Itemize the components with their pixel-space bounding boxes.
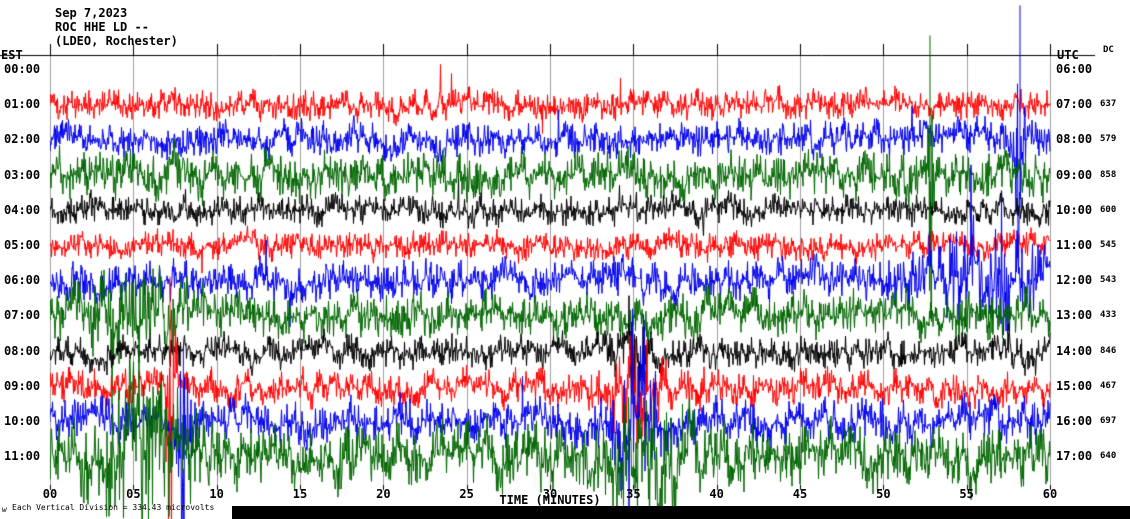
dc-value: 545 [1100, 240, 1117, 250]
est-time-label: 01:00 [4, 97, 41, 112]
utc-time-label: 08:00 [1056, 132, 1093, 147]
est-time-label: 04:00 [4, 202, 41, 217]
header-location: (LDEO, Rochester) [55, 34, 178, 48]
est-time-label: 05:00 [4, 238, 41, 252]
x-tick-label: 05 [126, 487, 141, 501]
est-time-label: 02:00 [4, 132, 41, 147]
x-tick-label: 30 [542, 487, 558, 501]
dc-value: 846 [1100, 345, 1117, 356]
x-tick-label: 10 [209, 487, 224, 501]
utc-time-label: 09:00 [1056, 167, 1093, 182]
est-time-label: 00:00 [4, 62, 41, 76]
x-tick-label: 35 [626, 487, 641, 501]
utc-time-label: 15:00 [1056, 378, 1093, 393]
dc-value: 467 [1100, 380, 1117, 391]
dc-value: 433 [1100, 310, 1117, 321]
est-time-label: 10:00 [4, 414, 41, 428]
utc-time-label: 12:00 [1056, 273, 1093, 288]
dc-axis-label: DC [1103, 45, 1114, 55]
est-time-label: 07:00 [4, 308, 41, 323]
x-tick-label: 00 [42, 487, 58, 501]
utc-time-label: 06:00 [1056, 62, 1093, 76]
scale-note: Each Vertical Division = 334.43 microvol… [12, 503, 215, 512]
x-tick-label: 15 [292, 487, 308, 501]
x-tick-label: 50 [876, 487, 891, 501]
est-time-label: 03:00 [4, 167, 41, 182]
x-tick-label: 40 [709, 487, 724, 501]
utc-time-label: 11:00 [1056, 238, 1093, 252]
utc-time-label: 14:00 [1056, 343, 1093, 358]
dc-value: 697 [1100, 416, 1117, 426]
dc-value: 579 [1100, 134, 1117, 145]
utc-time-label: 13:00 [1056, 308, 1093, 323]
header-date: Sep 7,2023 [55, 6, 128, 20]
est-time-label: 06:00 [4, 273, 41, 288]
dc-value: 637 [1100, 99, 1117, 110]
x-axis-title: TIME (MINUTES) [499, 493, 601, 507]
footer-bar [232, 506, 1130, 519]
header-station: ROC HHE LD -- [55, 20, 149, 34]
x-tick-label: 20 [376, 487, 391, 501]
utc-time-label: 07:00 [1056, 97, 1093, 112]
est-time-label: 08:00 [4, 343, 41, 358]
x-tick-label: 45 [792, 487, 808, 501]
dc-value: 600 [1100, 204, 1117, 215]
logo-mark: w [2, 505, 7, 514]
utc-time-label: 10:00 [1056, 202, 1093, 217]
utc-time-label: 16:00 [1056, 414, 1093, 428]
est-axis-label: EST [1, 48, 23, 62]
dc-value: 543 [1100, 275, 1117, 286]
utc-axis-label: UTC [1057, 48, 1079, 62]
x-tick-label: 25 [459, 487, 474, 501]
x-tick-label: 60 [1042, 487, 1058, 501]
dc-value: 858 [1100, 169, 1117, 180]
x-tick-label: 55 [959, 487, 974, 501]
est-time-label: 09:00 [4, 378, 41, 393]
est-time-label: 11:00 [4, 449, 41, 464]
dc-value: 640 [1100, 451, 1117, 462]
utc-time-label: 17:00 [1056, 449, 1093, 464]
